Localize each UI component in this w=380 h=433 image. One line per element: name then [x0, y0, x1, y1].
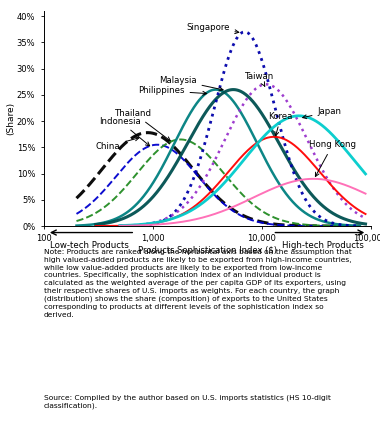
Text: Low-tech Products: Low-tech Products	[50, 241, 129, 250]
Text: Hong Kong: Hong Kong	[309, 140, 356, 177]
X-axis label: Products Sophistication Index ($): Products Sophistication Index ($)	[138, 246, 277, 255]
Text: Note: Products are ranked along the horizontal axis based on the assumption that: Note: Products are ranked along the hori…	[44, 249, 352, 318]
Text: High-tech Products: High-tech Products	[282, 241, 364, 250]
Text: Thailand: Thailand	[115, 109, 170, 141]
Text: Singapore: Singapore	[186, 23, 239, 34]
Y-axis label: (Share): (Share)	[6, 102, 15, 135]
Text: Malaysia: Malaysia	[159, 76, 223, 91]
Text: Japan: Japan	[302, 107, 342, 119]
Text: Korea: Korea	[269, 113, 293, 136]
Text: Philippines: Philippines	[138, 86, 207, 95]
Text: Indonesia: Indonesia	[99, 116, 150, 146]
Text: Taiwan: Taiwan	[244, 72, 274, 86]
Text: China: China	[96, 137, 139, 151]
Text: Source: Compiled by the author based on U.S. imports statistics (HS 10-digit
cla: Source: Compiled by the author based on …	[44, 394, 331, 409]
